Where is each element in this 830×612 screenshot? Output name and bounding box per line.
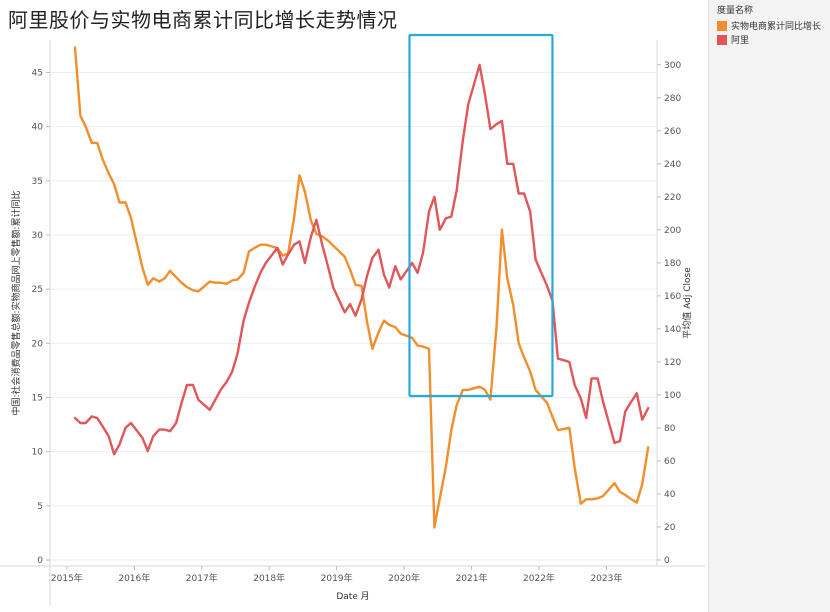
highlight-box — [408, 33, 554, 398]
left-tick-label: 15 — [32, 394, 43, 404]
left-tick-label: 45 — [32, 69, 43, 79]
right-tick-label: 300 — [664, 61, 681, 71]
left-tick-label: 25 — [32, 285, 43, 295]
legend-title: 度量名称 — [717, 6, 754, 16]
x-tick-label: 2018年 — [253, 572, 285, 584]
right-tick-label: 140 — [664, 325, 681, 335]
left-tick-label: 30 — [32, 231, 44, 241]
x-tick-label: 2022年 — [523, 572, 555, 584]
x-axis-title: Date 月 — [336, 591, 369, 602]
right-axis-ticks: 0 20 40 60 80 100 120 140 160 180 200 220 240 260 280 3… — [657, 61, 681, 566]
x-axis-ticks: 2015年 2016年 2017年 2018年 2019年 2020年 2021年 2022年… — [51, 566, 622, 584]
left-tick-label: 5 — [37, 502, 43, 512]
axes — [0, 40, 705, 606]
series-layer — [73, 46, 650, 529]
x-tick-label: 2020年 — [388, 572, 420, 584]
series-line-ecommerce — [73, 46, 650, 529]
chart-area: 0 5 10 15 20 25 30 35 40 45 0 20 40 60 80 100 120 140 160… — [0, 33, 705, 606]
right-tick-label: 0 — [664, 556, 670, 566]
left-axis-title: 中国:社会消费品零售总额:实物商品网上零售额:累计同比 — [10, 190, 22, 415]
right-tick-label: 200 — [664, 226, 681, 236]
right-tick-label: 80 — [664, 424, 676, 434]
series-line-alibaba — [73, 63, 650, 456]
right-tick-label: 180 — [664, 259, 681, 269]
legend-swatch-alibaba — [717, 34, 727, 45]
x-tick-label: 2015年 — [51, 572, 83, 584]
chart-title: 阿里股价与实物电商累计同比增长走势情况 — [8, 8, 398, 32]
legend-item-ecommerce[interactable]: 实物电商累计同比增长 — [717, 19, 821, 32]
left-tick-label: 20 — [32, 339, 44, 349]
x-tick-label: 2016年 — [118, 572, 150, 584]
x-tick-label: 2019年 — [321, 572, 353, 584]
legend-item-alibaba[interactable]: 阿里 — [717, 33, 749, 46]
right-tick-label: 160 — [664, 292, 681, 302]
left-axis-ticks: 0 5 10 15 20 25 30 35 40 45 — [32, 69, 50, 566]
x-tick-label: 2021年 — [456, 572, 488, 584]
left-tick-label: 40 — [32, 123, 44, 133]
right-tick-label: 100 — [664, 391, 681, 401]
left-tick-label: 10 — [32, 448, 44, 458]
legend-label-alibaba: 阿里 — [731, 36, 750, 46]
legend-panel: 度量名称 实物电商累计同比增长 阿里 — [708, 0, 830, 612]
right-tick-label: 120 — [664, 358, 681, 368]
right-tick-label: 240 — [664, 160, 681, 170]
right-tick-label: 40 — [664, 490, 676, 500]
right-tick-label: 260 — [664, 127, 681, 137]
right-tick-label: 220 — [664, 193, 681, 203]
right-tick-label: 280 — [664, 94, 681, 104]
right-axis-title: 平均值 Adj Close — [681, 267, 693, 339]
x-tick-label: 2023年 — [590, 572, 622, 584]
right-tick-label: 60 — [664, 457, 676, 467]
left-tick-label: 35 — [32, 177, 43, 187]
left-tick-label: 0 — [37, 556, 43, 566]
gridlines — [50, 72, 657, 561]
right-tick-label: 20 — [664, 523, 676, 533]
legend-swatch-ecommerce — [717, 20, 727, 31]
highlight-layer — [408, 33, 554, 398]
legend-label-ecommerce: 实物电商累计同比增长 — [731, 22, 822, 32]
x-tick-label: 2017年 — [186, 572, 218, 584]
